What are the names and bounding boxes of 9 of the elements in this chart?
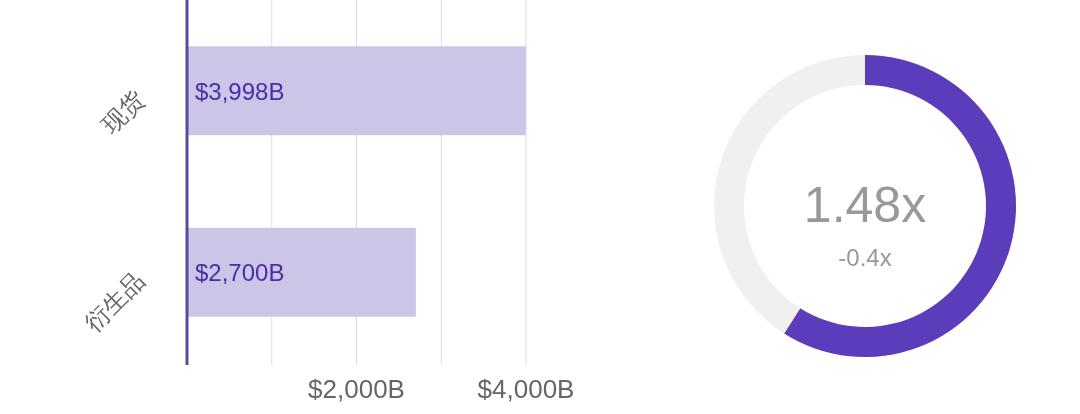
y-tick-label: 衍生品 (79, 266, 151, 338)
y-tick-label: 现货 (96, 85, 151, 139)
text: 1.48x (803, 177, 927, 233)
donut-slice (784, 55, 1016, 357)
x-tick-label: $4,000B (477, 374, 575, 404)
x-tick-label: $2,000B (308, 374, 405, 404)
text: -0.4x (838, 244, 892, 271)
data-label: $2,700B (195, 259, 285, 287)
data-label: $3,998B (195, 77, 285, 105)
